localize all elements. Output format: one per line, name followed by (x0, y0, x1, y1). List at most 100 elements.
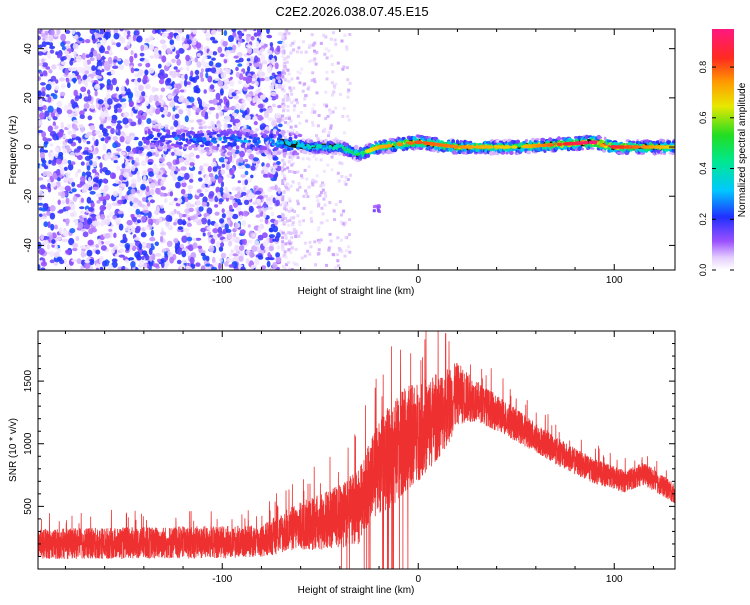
spectrogram-cell (50, 223, 55, 231)
spectrogram-cell (261, 162, 265, 167)
spectrogram-cell (113, 232, 117, 239)
spectrogram-cell (173, 120, 179, 127)
spectrogram-cell (38, 177, 44, 181)
spectrogram-cell (142, 112, 148, 117)
x-tick-label: 100 (606, 574, 623, 585)
spectrogram-cell (49, 234, 53, 240)
spectrogram-cell (186, 39, 192, 45)
spectrogram-cell (242, 186, 247, 192)
ridge-core (504, 145, 511, 149)
spectrogram-cell (38, 58, 41, 63)
spectrogram-cell (226, 257, 233, 263)
spectrogram-cell (281, 133, 285, 137)
spectrogram-cell (224, 115, 231, 122)
spectrogram-cell (82, 231, 89, 238)
spectrogram-cell (313, 240, 317, 244)
spectrogram-cell (89, 29, 95, 35)
spectrogram-cell (294, 235, 298, 238)
spectrogram-cell (202, 125, 208, 129)
spectrogram-cell (113, 32, 120, 40)
colorbar-axes: 0.00.20.40.60.8 (698, 61, 734, 276)
spectrogram-cell (244, 158, 249, 163)
spectrogram-cell (111, 267, 115, 270)
spectrogram-cell (267, 206, 273, 210)
spectrogram-cell (319, 191, 323, 195)
spectrogram-cell (196, 220, 203, 226)
spectrogram-cell (281, 213, 285, 217)
spectrogram-cell (69, 59, 74, 66)
spectrogram-cell (301, 89, 305, 93)
spectrogram-cell (255, 214, 261, 218)
spectrogram-cell (609, 149, 614, 153)
spectrogram-cell (85, 171, 92, 177)
spectrogram-cell (181, 137, 186, 142)
spectrogram-cell (287, 248, 291, 251)
spectrogram-cell (120, 168, 125, 172)
spectrogram-cell (308, 157, 312, 161)
spectrogram-cell (190, 70, 194, 77)
spectrogram-cell (205, 146, 210, 151)
spectrogram-cell (220, 231, 227, 235)
spectrogram-cell (114, 208, 121, 216)
spectrogram-cell (337, 247, 341, 251)
spectrogram-cell (336, 259, 340, 263)
spectrogram-cell (102, 178, 108, 184)
spectrogram-cell (290, 92, 294, 96)
spectrogram-cell (145, 100, 149, 107)
spectrogram-cell (325, 219, 329, 222)
spectrogram-frame (37, 28, 676, 271)
spectrogram-cell (126, 88, 131, 95)
spectrogram-cell (202, 196, 208, 203)
spectrogram-cell (283, 94, 287, 98)
spectrogram-cell (328, 201, 332, 205)
spectrogram-cell (129, 156, 134, 160)
spectrogram-cell (189, 172, 194, 180)
spectrogram-cell (64, 50, 69, 55)
spectrogram-cell (186, 236, 193, 242)
spectrogram-cell (324, 90, 328, 94)
spectrogram-cell (283, 253, 287, 257)
spectrogram-cell (38, 51, 44, 56)
spectrogram-cell (134, 90, 141, 98)
spectrogram-cell (344, 235, 348, 239)
spectrogram-cell (289, 184, 293, 188)
spectrogram-cell (329, 126, 333, 130)
spectrogram-cell (285, 186, 289, 190)
spectrogram-cell (142, 243, 147, 247)
spectrogram-cell (319, 221, 323, 225)
spectrogram-cell (214, 204, 219, 208)
spectrogram-cell (165, 61, 171, 67)
spectrogram-cell (71, 181, 76, 187)
spectrogram-cell (205, 255, 210, 262)
spectrogram-cell (253, 61, 260, 68)
spectrogram-cell (171, 58, 176, 63)
spectrogram-cell (289, 51, 293, 55)
spectrogram-cell (332, 90, 336, 94)
spectrogram-cell (333, 151, 338, 156)
spectrogram-cell (534, 138, 540, 141)
spectrogram-cell (284, 121, 288, 124)
spectrogram-cell (117, 58, 122, 62)
spectrogram-cell (186, 132, 190, 137)
spectrogram-cell (273, 150, 278, 156)
spectrogram-cell (124, 259, 130, 264)
spectrogram-cell (284, 67, 288, 71)
spectrogram-cell (524, 139, 529, 142)
spectrogram-cell (327, 49, 331, 53)
spectrogram-cell (80, 210, 85, 214)
spectrogram-cell (303, 150, 308, 154)
spectrogram-cell (49, 45, 56, 50)
spectrogram-cell (286, 96, 290, 100)
spectrogram-cell (136, 175, 142, 183)
spectrogram-cell (313, 80, 317, 84)
spectrogram-cell (313, 52, 317, 56)
spectrogram-cell (306, 249, 310, 253)
spectrogram-cell (277, 187, 281, 195)
spectrogram-cell (289, 207, 293, 211)
spectrogram-cell (84, 134, 89, 139)
spectrogram-cell (41, 86, 46, 93)
spectrogram-cell (130, 67, 135, 74)
spectrogram-cell (89, 160, 93, 166)
spectrogram-cell (75, 55, 82, 63)
spectrogram-cell (311, 144, 315, 148)
